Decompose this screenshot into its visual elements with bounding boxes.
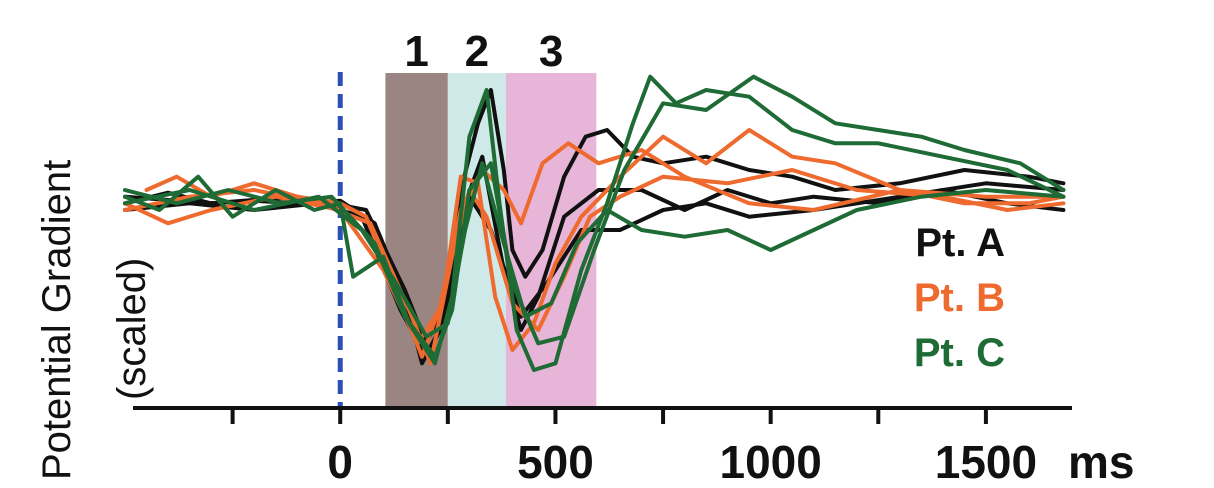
series-line-ptb-6 — [123, 141, 1066, 346]
legend-entry-ptc: Pt. C — [914, 331, 1005, 375]
window-2-label: 2 — [465, 27, 489, 76]
x-tick-label-0: 0 — [327, 436, 353, 488]
window-1-label: 1 — [404, 27, 428, 76]
x-tick-label-1000: 1000 — [720, 436, 822, 488]
y-axis-label-sub: (scaled) — [110, 258, 154, 400]
x-axis-unit-label: ms — [1068, 436, 1134, 488]
x-tick-label-1500: 1500 — [935, 436, 1037, 488]
legend: Pt. A Pt. B Pt. C — [914, 221, 1005, 375]
series-line-ptc-7 — [123, 74, 1066, 372]
x-tick-label-500: 500 — [517, 436, 594, 488]
series-lines — [123, 74, 1066, 372]
x-axis — [133, 406, 1072, 424]
window-1-band — [385, 73, 448, 408]
x-tick-labels: 0 500 1000 1500 — [327, 436, 1037, 488]
legend-entry-ptb: Pt. B — [914, 276, 1005, 320]
window-3-label: 3 — [539, 27, 563, 76]
window-3-band — [505, 73, 597, 408]
series-line-ptc-9 — [123, 161, 1066, 339]
legend-entry-pta: Pt. A — [915, 221, 1005, 265]
series-line-ptc-8 — [123, 74, 1066, 359]
y-axis-label: Potential Gradient — [35, 160, 79, 480]
